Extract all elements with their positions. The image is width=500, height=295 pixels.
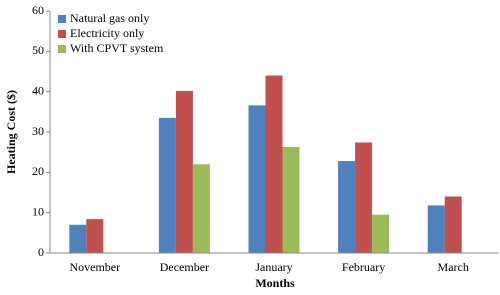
legend-swatch	[58, 30, 66, 38]
bar	[282, 146, 300, 253]
legend-label: Natural gas only	[70, 11, 149, 25]
legend-swatch	[58, 15, 66, 23]
bar	[86, 219, 104, 253]
bar	[158, 117, 176, 253]
bar	[69, 224, 87, 253]
bar	[265, 75, 283, 254]
bar	[175, 90, 193, 253]
bar	[355, 142, 373, 253]
legend-label: With CPVT system	[70, 41, 164, 55]
y-axis-title: Heating Cost ($)	[4, 90, 18, 174]
y-tick-label: 60	[32, 3, 44, 17]
y-tick-label: 50	[32, 43, 44, 57]
bar	[248, 105, 266, 253]
y-tick-label: 30	[32, 124, 44, 138]
bar	[444, 196, 462, 253]
x-tick-label: December	[160, 260, 209, 274]
x-tick-label: November	[69, 260, 120, 274]
bar	[372, 214, 390, 253]
bar	[427, 205, 445, 253]
y-tick-label: 0	[38, 245, 44, 259]
x-tick-label: March	[438, 260, 469, 274]
y-tick-label: 40	[32, 83, 44, 97]
legend-label: Electricity only	[70, 26, 144, 40]
y-tick-label: 20	[32, 164, 44, 178]
y-tick-label: 10	[32, 204, 44, 218]
bar	[192, 164, 210, 253]
legend-swatch	[58, 45, 66, 53]
bar	[338, 161, 356, 253]
x-tick-label: February	[342, 260, 385, 274]
x-tick-label: January	[255, 260, 292, 274]
x-axis-title: Months	[255, 276, 295, 290]
